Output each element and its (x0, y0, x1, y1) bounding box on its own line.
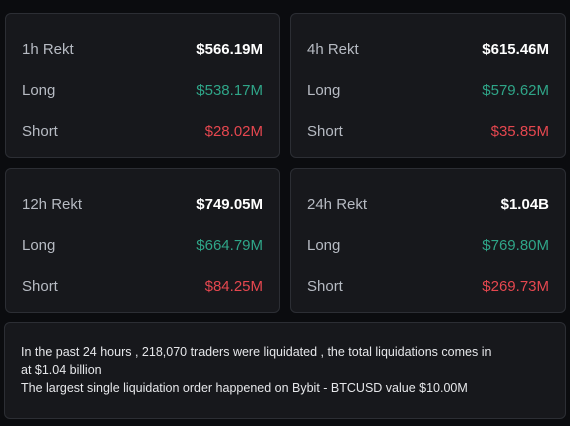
card-period-label: 1h Rekt (22, 40, 74, 58)
summary-line: In the past 24 hours , 218,070 traders w… (21, 345, 492, 359)
card-header-row: 12h Rekt $749.05M (22, 193, 263, 215)
card-total-value: $615.46M (482, 40, 549, 58)
rekt-card-12h: 12h Rekt $749.05M Long $664.79M Short $8… (5, 168, 280, 313)
card-period-label: 12h Rekt (22, 195, 83, 213)
long-row: Long $538.17M (22, 79, 263, 101)
card-header-row: 24h Rekt $1.04B (307, 193, 549, 215)
short-value: $35.85M (490, 122, 549, 140)
long-value: $664.79M (196, 236, 263, 254)
short-value: $269.73M (482, 277, 549, 295)
short-value: $28.02M (204, 122, 263, 140)
card-header-row: 4h Rekt $615.46M (307, 38, 549, 60)
rekt-card-1h: 1h Rekt $566.19M Long $538.17M Short $28… (5, 13, 280, 158)
summary-line: The largest single liquidation order hap… (21, 381, 468, 395)
card-total-value: $1.04B (500, 195, 549, 213)
long-value: $579.62M (482, 81, 549, 99)
short-value: $84.25M (204, 277, 263, 295)
summary-line: at $1.04 billion (21, 363, 102, 377)
long-row: Long $664.79M (22, 234, 263, 256)
short-row: Short $84.25M (22, 275, 263, 297)
card-period-label: 24h Rekt (307, 195, 368, 213)
long-value: $769.80M (482, 236, 549, 254)
long-label: Long (22, 81, 56, 99)
long-value: $538.17M (196, 81, 263, 99)
long-row: Long $769.80M (307, 234, 549, 256)
short-label: Short (307, 122, 343, 140)
summary-text: In the past 24 hours , 218,070 traders w… (21, 343, 551, 397)
liquidation-summary-card: In the past 24 hours , 218,070 traders w… (4, 322, 566, 419)
long-label: Long (307, 236, 341, 254)
long-label: Long (307, 81, 341, 99)
card-total-value: $749.05M (196, 195, 263, 213)
short-row: Short $269.73M (307, 275, 549, 297)
short-label: Short (22, 277, 58, 295)
rekt-card-24h: 24h Rekt $1.04B Long $769.80M Short $269… (290, 168, 566, 313)
card-period-label: 4h Rekt (307, 40, 359, 58)
short-row: Short $28.02M (22, 120, 263, 142)
card-header-row: 1h Rekt $566.19M (22, 38, 263, 60)
short-label: Short (22, 122, 58, 140)
long-label: Long (22, 236, 56, 254)
card-total-value: $566.19M (196, 40, 263, 58)
long-row: Long $579.62M (307, 79, 549, 101)
short-label: Short (307, 277, 343, 295)
short-row: Short $35.85M (307, 120, 549, 142)
rekt-card-4h: 4h Rekt $615.46M Long $579.62M Short $35… (290, 13, 566, 158)
